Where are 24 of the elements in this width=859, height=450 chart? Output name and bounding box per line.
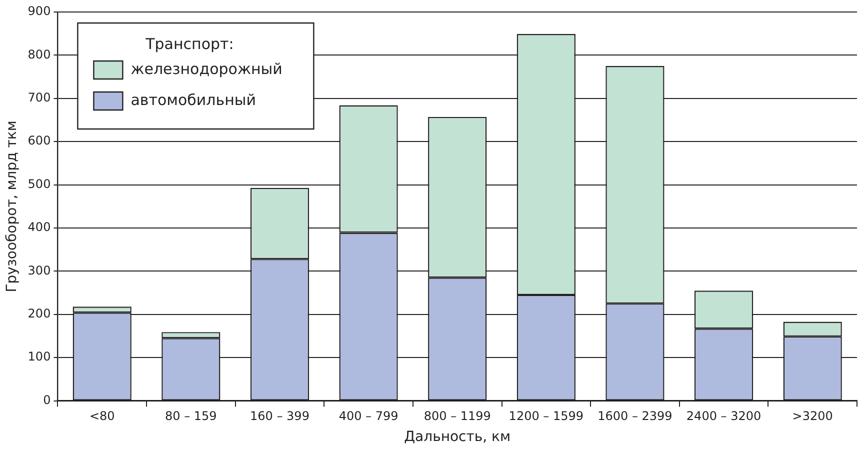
y-axis-title: Грузооборот, млрд ткм <box>4 120 20 292</box>
y-tick-label: 100 <box>28 350 51 364</box>
y-tick-label: 700 <box>28 90 51 105</box>
y-tick-label: 500 <box>28 176 51 191</box>
x-tick-label: 1200 – 1599 <box>508 409 584 424</box>
y-tick-label: 600 <box>28 134 51 148</box>
x-tick-label: 1600 – 2399 <box>598 409 672 424</box>
y-tick-label: 800 <box>28 47 51 62</box>
x-tick-label: 80 – 159 <box>165 409 217 424</box>
legend-title: Транспорт: <box>144 34 234 53</box>
legend-label: автомобильный <box>130 90 256 109</box>
y-tick-label: 400 <box>28 220 51 234</box>
x-tick-label: 160 – 399 <box>250 409 310 424</box>
x-tick-label: 400 – 799 <box>338 409 398 424</box>
x-tick-label: <80 <box>89 409 115 424</box>
y-tick-label: 200 <box>28 306 51 321</box>
x-axis-title: Дальность, км <box>404 429 511 446</box>
y-tick-label: 300 <box>28 263 51 278</box>
x-tick-label: 2400 – 3200 <box>686 409 762 424</box>
x-tick-label: >3200 <box>792 409 833 424</box>
y-tick-label: 900 <box>28 4 51 18</box>
legend-label: железнодорожный <box>130 60 282 78</box>
x-tick-label: 800 – 1199 <box>424 409 491 424</box>
y-tick-label: 0 <box>43 392 51 407</box>
